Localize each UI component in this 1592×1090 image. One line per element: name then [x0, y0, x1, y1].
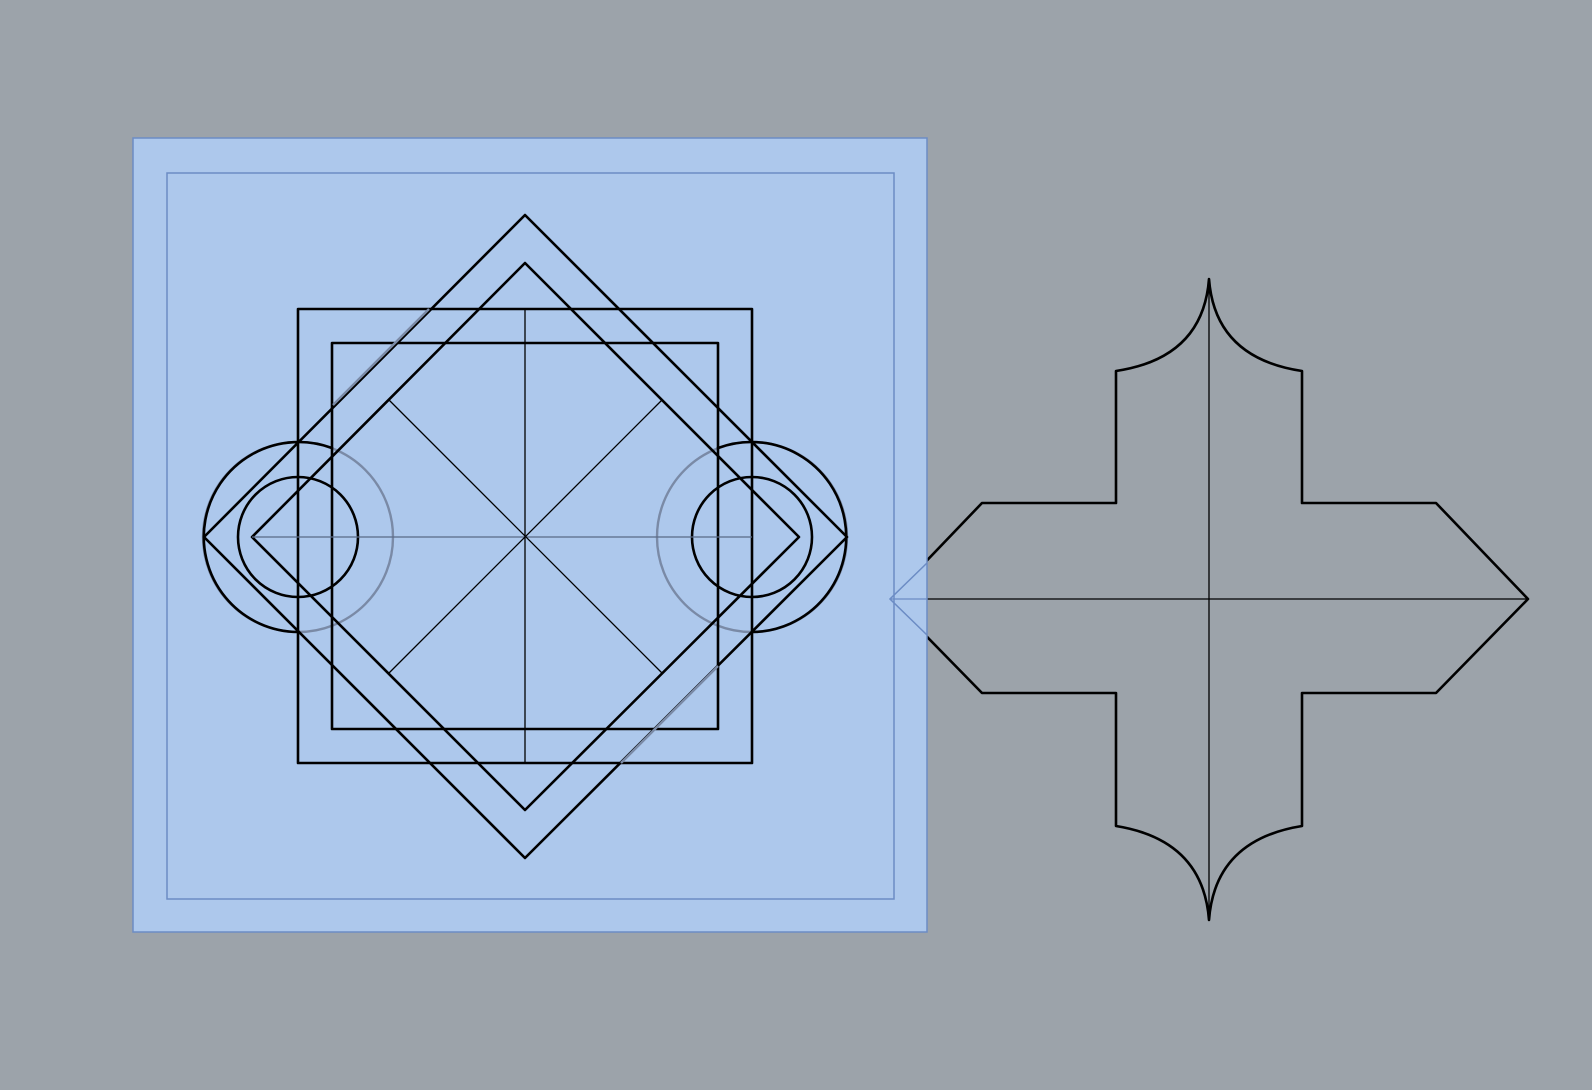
selected-group[interactable]: [132, 137, 928, 933]
left-outer-circle-visible-arc: [202, 440, 334, 634]
selection-inner-frame: [166, 172, 895, 900]
inner-diamond[interactable]: [250, 261, 801, 812]
right-outer-circle-visible-arc: [716, 440, 848, 634]
outer-diamond-overlap-top-left: [332, 308, 430, 406]
diagonal-line-b: [388, 399, 663, 674]
cross-shape-drawing[interactable]: [888, 277, 1530, 922]
outer-diamond[interactable]: [202, 213, 849, 860]
selection-highlight[interactable]: [132, 137, 928, 933]
outer-diamond-overlap-bottom-right: [620, 665, 719, 764]
